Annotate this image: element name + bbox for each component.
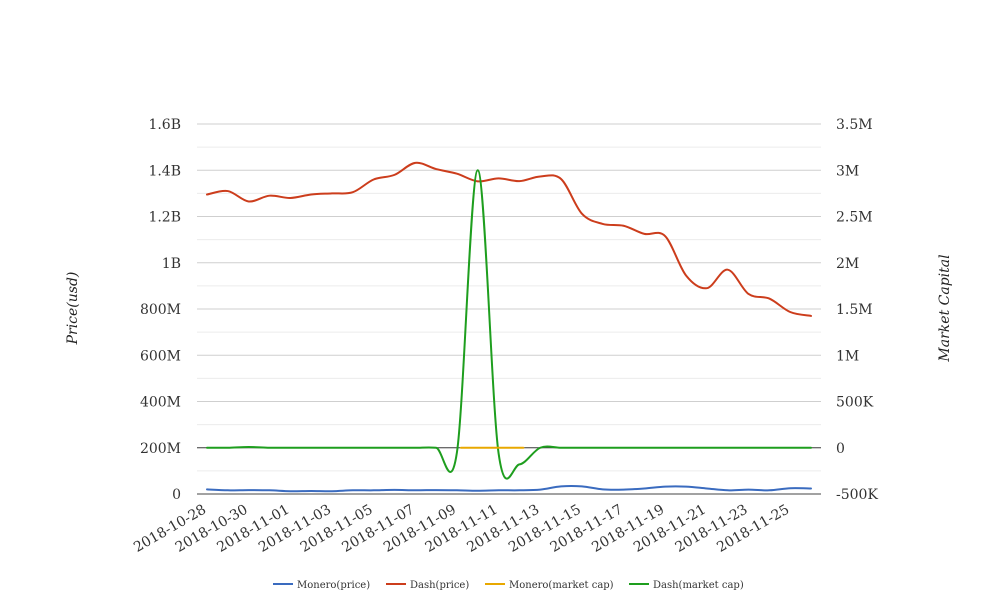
series-line-monero-price [206, 484, 812, 493]
left-tick-label: 1.6B [148, 117, 181, 133]
right-tick-label: -500K [836, 487, 878, 503]
series-line-dash-price [206, 161, 812, 317]
legend-label: Dash(market cap) [653, 580, 744, 591]
left-tick-label: 0 [172, 487, 181, 503]
right-tick-label: 0 [836, 441, 845, 457]
left-tick-label: 1.4B [148, 163, 181, 179]
legend: Monero(price) Dash(price) Monero(market ca… [273, 580, 744, 591]
right-tick-label: 2.5M [836, 210, 873, 226]
legend-label: Monero(price) [297, 580, 370, 591]
legend-label: Monero(market cap) [509, 580, 614, 591]
left-tick-label: 600M [140, 348, 181, 364]
legend-label: Dash(price) [410, 580, 469, 591]
left-tick-label: 400M [140, 395, 181, 411]
right-tick-label: 3M [836, 163, 859, 179]
right-tick-label: 500K [836, 395, 874, 411]
left-tick-label: 1B [162, 256, 181, 272]
right-tick-label: 1M [836, 348, 859, 364]
series-line-dash-market-cap [206, 169, 812, 480]
left-tick-label: 1.2B [148, 210, 181, 226]
left-tick-label: 200M [140, 441, 181, 457]
series-lines [206, 161, 812, 493]
right-axis-title: Market Capital [937, 254, 953, 362]
right-tick-label: 2M [836, 256, 859, 272]
x-axis-ticks: 2018-10-282018-10-302018-11-012018-11-03… [131, 502, 792, 556]
right-tick-label: 1.5M [836, 302, 873, 318]
right-tick-label: 3.5M [836, 117, 873, 133]
left-tick-label: 800M [140, 302, 181, 318]
right-axis-ticks: -500K 0 500K 1M 1.5M 2M 2.5M 3M 3.5M [836, 117, 878, 503]
left-axis-title: Price(usd) [65, 272, 81, 346]
left-axis-ticks: 0 200M 400M 600M 800M 1B 1.2B 1.4B 1.6B [140, 117, 181, 503]
